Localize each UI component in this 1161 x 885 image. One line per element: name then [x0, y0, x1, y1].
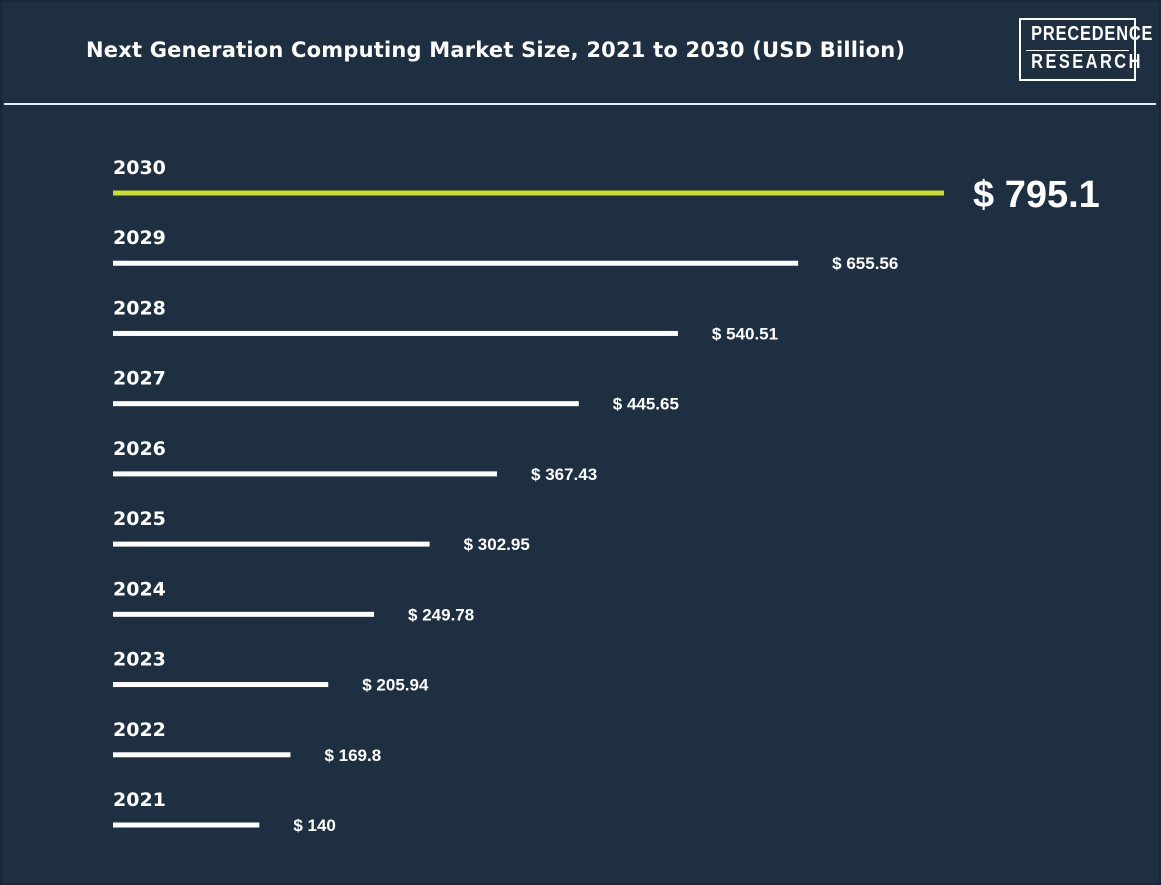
logo-line-2: RESEARCH [1031, 51, 1143, 73]
value-label-2025: $ 302.95 [464, 535, 530, 554]
bar-2025 [113, 541, 430, 547]
brand-logo: PRECEDENCE RESEARCH [1019, 18, 1154, 81]
bar-2027 [113, 401, 579, 407]
category-label-2022: 2022 [113, 719, 166, 741]
header-divider [4, 103, 1156, 105]
bar-2026 [113, 471, 498, 477]
bar-2024 [113, 611, 375, 617]
category-label-2025: 2025 [113, 508, 166, 530]
category-label-2023: 2023 [113, 649, 166, 671]
value-label-2022: $ 169.8 [324, 746, 381, 765]
category-label-2029: 2029 [113, 227, 166, 249]
category-label-2021: 2021 [113, 789, 166, 811]
category-label-2028: 2028 [113, 297, 166, 319]
chart-title: Next Generation Computing Market Size, 2… [86, 38, 906, 62]
logo-line-1: PRECEDENCE [1031, 23, 1154, 45]
value-label-2024: $ 249.78 [408, 605, 474, 624]
bar-2022 [113, 752, 291, 758]
value-label-2026: $ 367.43 [531, 465, 597, 484]
bar-2021 [113, 822, 260, 828]
value-label-2021: $ 140 [293, 816, 336, 835]
bar-2029 [113, 260, 799, 266]
value-label-2027: $ 445.65 [613, 395, 679, 414]
value-label-2023: $ 205.94 [362, 676, 429, 695]
bar-2028 [113, 330, 678, 336]
category-label-2024: 2024 [113, 578, 166, 600]
value-label-2029: $ 655.56 [832, 254, 898, 273]
value-label-2030: $ 795.1 [973, 174, 1100, 216]
bar-2023 [113, 682, 329, 688]
category-label-2027: 2027 [113, 368, 166, 390]
bar-2030 [113, 190, 944, 196]
value-label-2028: $ 540.51 [712, 324, 778, 343]
category-label-2030: 2030 [113, 157, 166, 179]
logo-divider [1026, 50, 1129, 51]
category-label-2026: 2026 [113, 438, 166, 460]
